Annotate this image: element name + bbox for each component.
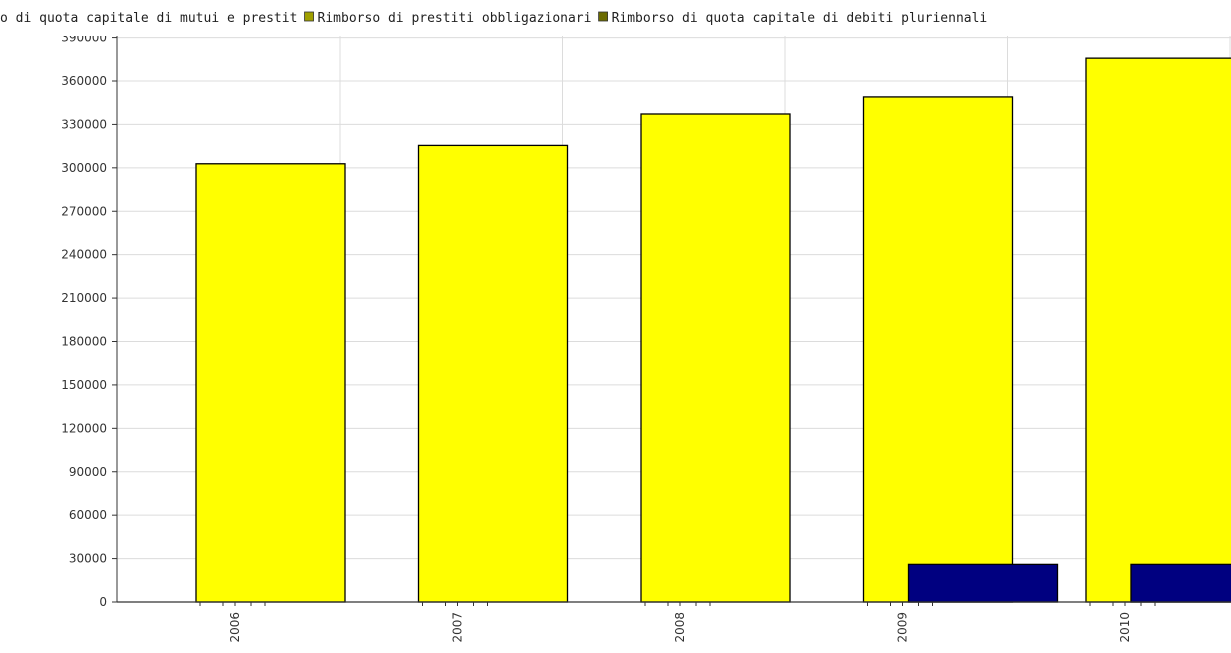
x-tick-label: 2006: [228, 612, 242, 643]
x-tick-label: 2010: [1118, 612, 1132, 643]
y-tick-label: 150000: [61, 378, 107, 392]
y-tick-label: 30000: [69, 552, 107, 566]
y-tick-label: 330000: [61, 117, 107, 131]
y-tick-label: 210000: [61, 291, 107, 305]
bar-2010: [1085, 57, 1231, 603]
bar-2006: [195, 163, 346, 603]
y-tick-label: 270000: [61, 204, 107, 218]
y-tick-label: 60000: [69, 508, 107, 522]
legend-swatch: [304, 11, 314, 22]
y-axis-ticks: 0 30000 60000 90000 120000 150000 180000 210000…: [61, 31, 117, 609]
legend-item-label: Rimborso di prestiti obbligazionari: [318, 11, 592, 26]
y-tick-label: 240000: [61, 248, 107, 262]
y-tick-label: 180000: [61, 335, 107, 349]
y-tick-label: 120000: [61, 421, 107, 435]
legend-swatch: [598, 11, 608, 22]
y-tick-label: 300000: [61, 161, 107, 175]
axes: [116, 36, 1231, 603]
bar-secondary-2010: [1130, 563, 1231, 603]
x-tick-label: 2009: [896, 612, 910, 643]
x-tick-label: 2008: [673, 612, 687, 643]
y-tick-label: 90000: [69, 465, 107, 479]
x-axis-ticks: 2006 2007 2008 2009 2010: [199, 602, 1156, 643]
y-tick-label: 0: [99, 595, 107, 609]
bar-secondary-2009: [907, 563, 1059, 603]
legend: o di quota capitale di mutui e prestit Ri…: [0, 0, 1231, 36]
bars: [195, 57, 1231, 603]
legend-background: [0, 0, 1231, 36]
bar-2008: [640, 113, 791, 603]
x-tick-label: 2007: [451, 612, 465, 643]
y-tick-label: 360000: [61, 74, 107, 88]
bar-2009: [862, 96, 1014, 603]
legend-item-label: o di quota capitale di mutui e prestit: [0, 11, 297, 26]
bar-2007: [417, 144, 569, 603]
legend-item-label: Rimborso di quota capitale di debiti plu…: [612, 11, 988, 26]
